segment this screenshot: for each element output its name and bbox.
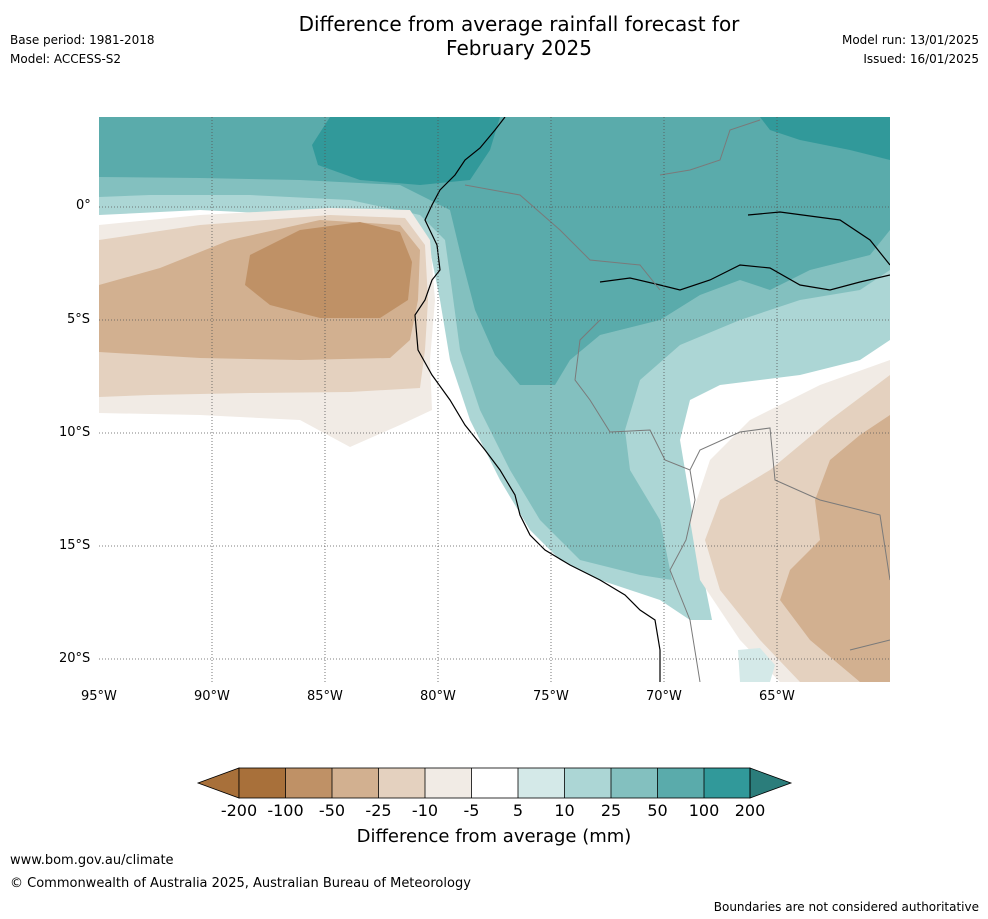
gridlines [99, 117, 890, 682]
coastline-amazon [599, 264, 890, 291]
colorbar-extend-high [749, 767, 793, 799]
colorbar-tick: 25 [600, 801, 622, 820]
lat-label-10s: 10°S [59, 425, 91, 440]
footer-note: Boundaries are not considered authoritat… [713, 900, 979, 914]
colorbar-tick: 100 [688, 801, 720, 820]
page-title: Difference from average rainfall forecas… [219, 12, 819, 60]
coastline-rio-negro [747, 211, 890, 266]
lon-label-75w: 75°W [533, 689, 569, 704]
model-run-label: Model run: 13/01/2025 [841, 33, 979, 47]
colorbar-tick: -25 [365, 801, 392, 820]
colorbar [196, 767, 793, 799]
colorbar-swatch [332, 768, 379, 798]
colorbar-tick: 200 [734, 801, 766, 820]
base-period-label: Base period: 1981-2018 [10, 33, 155, 47]
colorbar-swatch [611, 768, 658, 798]
wet-area-100-east [760, 117, 890, 160]
colorbar-swatch [564, 768, 611, 798]
wet-area-100 [312, 117, 500, 185]
footer-url: www.bom.gov.au/climate [10, 853, 174, 868]
lon-label-90w: 90°W [194, 689, 230, 704]
colorbar-tick: 10 [554, 801, 575, 820]
issued-label: Issued: 16/01/2025 [863, 52, 979, 66]
colorbar-tick: -50 [318, 801, 346, 820]
lon-label-70w: 70°W [646, 689, 682, 704]
colorbar-swatch [378, 768, 425, 798]
lat-label-20s: 20°S [59, 651, 91, 666]
lon-label-80w: 80°W [420, 689, 456, 704]
country-borders [464, 119, 890, 682]
lat-label-0: 0° [76, 198, 91, 213]
colorbar-tick: -10 [411, 801, 439, 820]
wet-patch-south [738, 648, 775, 682]
colorbar-tick: 50 [647, 801, 668, 820]
map-field [99, 117, 890, 682]
colorbar-extend-low [196, 767, 240, 799]
coastline [414, 117, 661, 682]
lon-label-85w: 85°W [307, 689, 343, 704]
colorbar-tick: 5 [512, 801, 524, 820]
lat-label-5s: 5°S [67, 312, 91, 327]
lon-label-95w: 95°W [81, 689, 117, 704]
colorbar-swatch [425, 768, 472, 798]
colorbar-swatch [285, 768, 332, 798]
footer-copyright: © Commonwealth of Australia 2025, Austra… [10, 876, 471, 891]
colorbar-swatch-first [239, 768, 286, 798]
dry-area-50 [245, 222, 412, 318]
colorbar-swatch [518, 768, 565, 798]
model-label: Model: ACCESS-S2 [10, 52, 122, 66]
lon-label-65w: 65°W [759, 689, 795, 704]
colorbar-tick: -5 [463, 801, 480, 820]
colorbar-title: Difference from average (mm) [356, 826, 632, 847]
colorbar-swatch [471, 768, 518, 798]
title-line-1: Difference from average rainfall forecas… [298, 12, 740, 36]
dry-area-se-25 [780, 415, 890, 682]
wet-area-50 [99, 117, 890, 385]
title-line-2: February 2025 [446, 36, 592, 60]
colorbar-tick: -100 [267, 801, 304, 820]
colorbar-tick: -200 [220, 801, 258, 820]
lat-label-15s: 15°S [59, 538, 91, 553]
colorbar-swatch [657, 768, 704, 798]
colorbar-swatch [704, 768, 750, 798]
